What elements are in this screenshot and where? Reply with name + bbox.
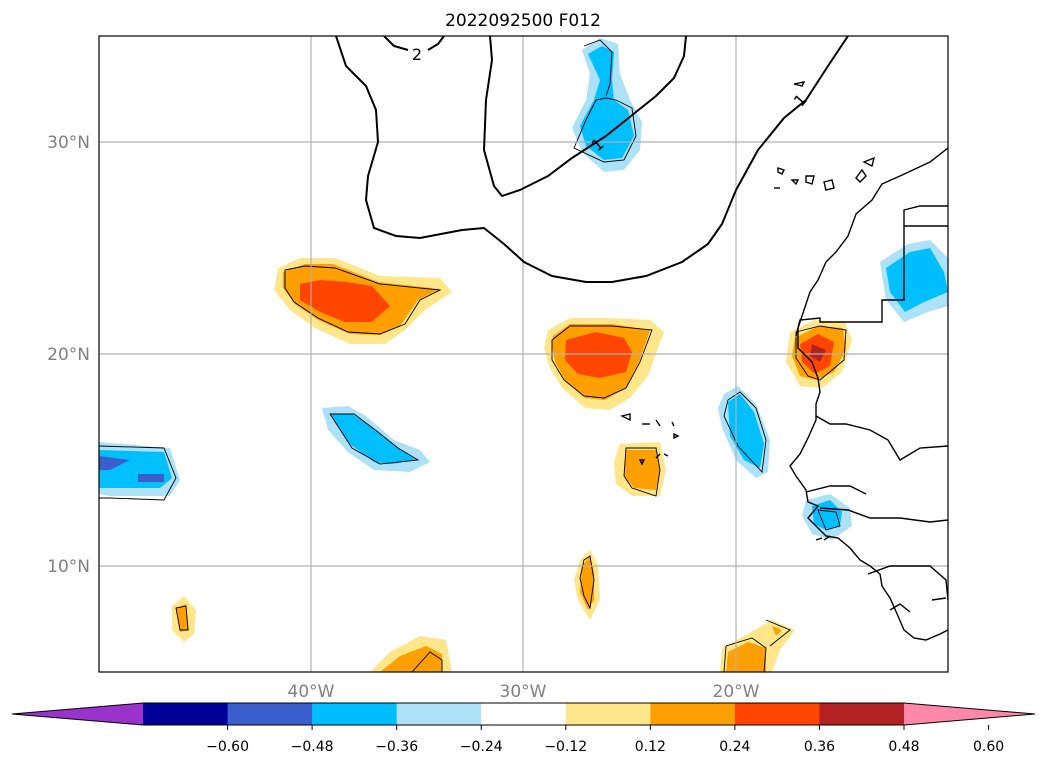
lat-label-30n: 30°N <box>47 133 90 153</box>
thin-contours <box>99 39 847 672</box>
colorbar-tick-label: −0.48 <box>291 739 334 755</box>
lon-label-30w: 30°W <box>500 682 547 702</box>
colorbar-segments <box>143 703 905 725</box>
lon-label-40w: 40°W <box>288 682 335 702</box>
map-panel: 2 1 1 <box>98 35 949 673</box>
colorbar-outline <box>11 702 1036 726</box>
colorbar-segment <box>227 703 313 725</box>
colorbar-segment <box>734 703 820 725</box>
colorbar-ticks: −0.60 −0.48 −0.36 −0.24 −0.12 0.12 0.24 0.36 0.4… <box>206 725 1004 755</box>
colorbar-tick-label: −0.24 <box>460 739 503 755</box>
colorbar-segment <box>650 703 736 725</box>
shaded-region-east-negative <box>718 386 770 478</box>
longitude-labels: 40°W 30°W 20°W <box>288 682 760 702</box>
shaded-region-north-negative <box>572 38 642 172</box>
gridlines <box>99 36 948 672</box>
thick-contours <box>335 36 849 283</box>
shaded-region-central-positive <box>544 318 664 410</box>
shaded-region-coast-negative <box>802 494 852 540</box>
shaded-region-nw-positive <box>274 258 452 344</box>
shaded-region-west-negative <box>322 406 430 472</box>
map-content: 2 1 1 <box>99 36 948 672</box>
coastlines <box>619 81 948 641</box>
colorbar-tick-label: 0.48 <box>888 739 919 755</box>
colorbar-segment <box>481 703 567 725</box>
shaded-region-bottom-positive-a <box>370 636 452 672</box>
colorbar-extend-low <box>12 703 143 725</box>
colorbar: −0.60 −0.48 −0.36 −0.24 −0.12 0.12 0.24 0.36 0.4… <box>11 702 1036 755</box>
contour-label-2: 2 <box>412 45 422 64</box>
colorbar-tick-label: −0.60 <box>206 739 249 755</box>
lat-label-20n: 20°N <box>47 345 90 365</box>
colorbar-segment <box>312 703 398 725</box>
colorbar-tick-label: −0.36 <box>375 739 418 755</box>
latitude-labels: 30°N 20°N 10°N <box>47 133 90 577</box>
colorbar-tick-label: 0.12 <box>635 739 666 755</box>
colorbar-segment <box>396 703 482 725</box>
colorbar-tick-label: 0.60 <box>973 739 1004 755</box>
colorbar-segment <box>143 703 229 725</box>
shaded-region-small-positive-a <box>614 442 666 496</box>
lat-label-10n: 10°N <box>47 557 90 577</box>
map-frame <box>98 35 949 673</box>
colorbar-tick-label: 0.36 <box>804 739 835 755</box>
colorbar-tick-label: −0.12 <box>544 739 587 755</box>
colorbar-tick-label: 0.24 <box>719 739 750 755</box>
shaded-region-small-positive-b <box>574 550 600 620</box>
lon-label-20w: 20°W <box>713 682 760 702</box>
shaded-region-far-east-negative <box>880 240 948 322</box>
map-title: 2022092500 F012 <box>445 11 601 31</box>
shaded-region-far-west-negative <box>99 442 180 496</box>
colorbar-segment <box>565 703 651 725</box>
colorbar-extend-high <box>904 703 1035 725</box>
colorbar-segment <box>819 703 905 725</box>
